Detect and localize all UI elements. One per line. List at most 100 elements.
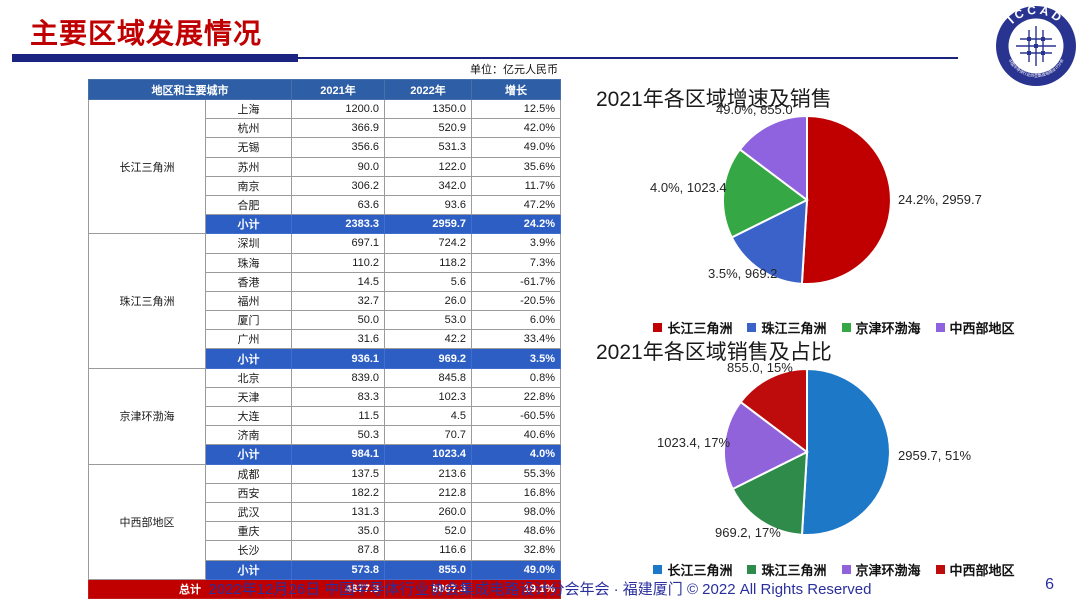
pie-label: 3.5%, 969.2	[708, 266, 778, 281]
value-cell: 42.2	[384, 329, 472, 350]
table-row: 大连 11.5 4.5 -60.5%	[89, 405, 561, 427]
subtotal-row: 小计 2383.3 2959.7 24.2%	[89, 214, 561, 235]
table-row: 京津环渤海 北京 839.0 845.8 0.8%	[88, 367, 561, 465]
city-cell: 上海	[205, 98, 292, 120]
table-row: 天津 83.3 102.3 22.8%	[89, 386, 561, 408]
city-cell: 长沙	[205, 540, 292, 561]
pie-slice-中西部地区	[738, 114, 808, 203]
pie-label: 855.0, 15%	[727, 360, 793, 375]
header-cell: 地区和主要城市	[88, 79, 292, 100]
pie-2	[723, 367, 891, 536]
footer-text: 2022年12月26日 中国半导体行业协会集成电路设计分会年会 · 福建厦门 ©…	[208, 581, 872, 598]
pie-label: 24.2%, 2959.7	[898, 192, 982, 207]
value-cell: 531.3	[384, 137, 472, 158]
legend-swatch	[747, 323, 757, 332]
value-cell: 47.2%	[471, 194, 561, 216]
table-row: 广州 31.6 42.2 33.4%	[89, 329, 561, 350]
table-row: 苏州 90.0 122.0 35.6%	[89, 156, 561, 177]
value-cell: 50.0	[291, 310, 385, 331]
pie-slice-京津环渤海	[722, 148, 809, 239]
value-cell: 40.6%	[471, 425, 561, 446]
total-value-cell: 5807.3	[384, 578, 472, 599]
value-cell: 42.0%	[471, 118, 561, 139]
legend-swatch	[747, 565, 757, 574]
city-cell: 杭州	[205, 118, 292, 139]
legend-swatch	[841, 565, 851, 574]
subtotal-label-cell: 小计	[205, 214, 292, 235]
value-cell: 102.3	[384, 386, 472, 408]
value-cell: 724.2	[384, 233, 472, 254]
table-header-row: 地区和主要城市 2021年 2022年 增长	[88, 79, 561, 100]
value-cell: 33.4%	[471, 329, 561, 350]
subtotal-row: 小计 984.1 1023.4 4.0%	[89, 444, 561, 465]
subtotal-value-cell: 3.5%	[471, 348, 561, 369]
city-cell: 北京	[205, 367, 292, 388]
legend-label: 长江三角洲	[667, 321, 733, 336]
subtotal-row: 小计 936.1 969.2 3.5%	[89, 348, 561, 369]
value-cell: 116.6	[384, 540, 472, 561]
value-cell: 4.5	[384, 405, 472, 427]
legend-label: 中西部地区	[949, 563, 1015, 578]
value-cell: 49.0%	[471, 137, 561, 158]
pie-chart-sales-share: 2021年各区域销售及占比 2959.7, 51% 969.2, 17% 102…	[588, 333, 1080, 555]
value-cell: 83.3	[291, 386, 385, 408]
legend-label: 珠江三角洲	[761, 563, 827, 578]
unit-label: 单位：亿元人民币	[470, 64, 558, 76]
subtotal-label-cell: 小计	[205, 444, 292, 465]
legend-label: 长江三角洲	[667, 563, 733, 578]
value-cell: 306.2	[291, 175, 385, 196]
legend-1: 长江三角洲 珠江三角洲 京津环渤海 中西部地区	[588, 318, 1080, 337]
value-cell: 32.7	[291, 290, 385, 312]
city-cell: 深圳	[205, 233, 292, 254]
city-cell: 成都	[205, 463, 292, 484]
city-cell: 天津	[205, 386, 292, 408]
value-cell: 70.7	[384, 425, 472, 446]
city-cell: 合肥	[205, 194, 292, 216]
page-title: 主要区域发展情况	[30, 18, 263, 49]
value-cell: 35.6%	[471, 156, 561, 177]
value-cell: 356.6	[291, 137, 385, 158]
pie-chart-growth-sales: 2021年各区域增速及销售 24.2%, 2959.7 3.5%, 969.2 …	[588, 80, 1080, 318]
city-cell: 无锡	[205, 137, 292, 158]
value-cell: 118.2	[384, 252, 472, 273]
subtotal-value-cell: 2383.3	[291, 214, 385, 235]
header-cell: 2022年	[384, 79, 472, 100]
subtotal-value-cell: 4.0%	[471, 444, 561, 465]
subtotal-value-cell: 969.2	[384, 348, 472, 369]
value-cell: 1200.0	[291, 98, 385, 120]
value-cell: 52.0	[384, 521, 472, 542]
value-cell: 11.7%	[471, 175, 561, 196]
value-cell: 31.6	[291, 329, 385, 350]
pie-label: 49.0%, 855.0	[716, 102, 793, 117]
value-cell: 839.0	[291, 367, 385, 388]
city-cell: 济南	[205, 425, 292, 446]
legend-item: 长江三角洲	[653, 318, 732, 337]
value-cell: 14.5	[291, 271, 385, 292]
region-table: 地区和主要城市 2021年 2022年 增长 长江三角洲 上海 1200.0 1350.0 1…	[88, 79, 561, 599]
legend-swatch	[935, 565, 945, 574]
value-cell: 213.6	[384, 463, 472, 484]
table-row: 长江三角洲 上海 1200.0 1350.0 12.5%	[88, 98, 561, 235]
pie-label: 969.2, 17%	[715, 525, 781, 540]
title-underline-thick	[12, 54, 298, 62]
city-cell: 苏州	[205, 156, 292, 177]
subtotal-value-cell: 573.8	[291, 559, 385, 580]
legend-item: 珠江三角洲	[747, 318, 827, 337]
value-cell: -61.7%	[471, 271, 561, 292]
value-cell: 87.8	[291, 540, 385, 561]
value-cell: 6.0%	[471, 310, 561, 331]
total-value-cell: 4877.3	[291, 578, 385, 599]
city-cell: 珠海	[205, 252, 292, 273]
value-cell: 1350.0	[384, 98, 472, 120]
value-cell: 48.6%	[471, 521, 561, 542]
table-row: 合肥 63.6 93.6 47.2%	[89, 194, 561, 216]
pie-slice-珠江三角洲	[730, 198, 809, 285]
value-cell: 342.0	[384, 175, 472, 196]
pie-slice-珠江三角洲	[731, 450, 809, 536]
pie-label: 2959.7, 51%	[898, 448, 972, 463]
value-cell: 0.8%	[471, 367, 561, 388]
region-cell: 中西部地区	[88, 463, 206, 580]
value-cell: 3.9%	[471, 233, 561, 254]
subtotal-label-cell: 小计	[205, 559, 292, 580]
